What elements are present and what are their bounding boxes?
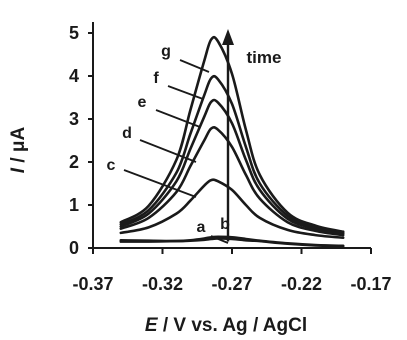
curve-d xyxy=(119,126,345,237)
curve-f xyxy=(119,74,345,235)
x-tick-label: -0.27 xyxy=(211,274,252,294)
y-tick-label: 4 xyxy=(69,66,79,86)
curve-label-c: c xyxy=(107,157,116,174)
curve-label-g: g xyxy=(161,43,171,60)
y-tick-label: 5 xyxy=(69,23,79,43)
curve-g xyxy=(119,35,345,233)
y-tick-label: 1 xyxy=(69,195,79,215)
curve-label-f: f xyxy=(153,70,159,87)
x-tick-label: -0.37 xyxy=(72,274,113,294)
curve-label-leader-a xyxy=(210,235,229,244)
time-annotation: time xyxy=(222,29,281,242)
curves xyxy=(119,35,345,248)
curve-label-leader-c xyxy=(123,169,197,198)
x-axis-label: E / V vs. Ag / AgCl xyxy=(145,315,307,336)
y-tick-label: 0 xyxy=(69,238,79,258)
time-arrow-head xyxy=(222,29,234,45)
curve-label-d: d xyxy=(122,125,132,142)
curve-b xyxy=(119,235,345,248)
y-tick-label: 2 xyxy=(69,152,79,172)
x-tick-label: -0.32 xyxy=(142,274,183,294)
y-axis-label: I / μA xyxy=(8,126,29,173)
y-tick-label: 3 xyxy=(69,109,79,129)
curve-label-leader-g xyxy=(179,59,210,73)
y-ticks: 0 1 2 3 4 5 xyxy=(69,23,93,258)
time-label: time xyxy=(247,48,282,67)
x-ticks: -0.37 -0.32 -0.27 -0.22 -0.17 xyxy=(72,248,392,294)
curve-label-a: a xyxy=(197,219,206,236)
curve-label-leader-f xyxy=(167,85,204,100)
curve-c xyxy=(119,178,345,239)
curve-label-b: b xyxy=(220,216,230,233)
curve-label-leader-e xyxy=(155,109,201,128)
plot-frame xyxy=(92,22,371,249)
curve-label-e: e xyxy=(138,94,147,111)
x-tick-label: -0.22 xyxy=(281,274,322,294)
x-tick-label: -0.17 xyxy=(350,274,391,294)
curve-label-leader-d xyxy=(139,139,197,163)
curve-e xyxy=(119,98,345,236)
